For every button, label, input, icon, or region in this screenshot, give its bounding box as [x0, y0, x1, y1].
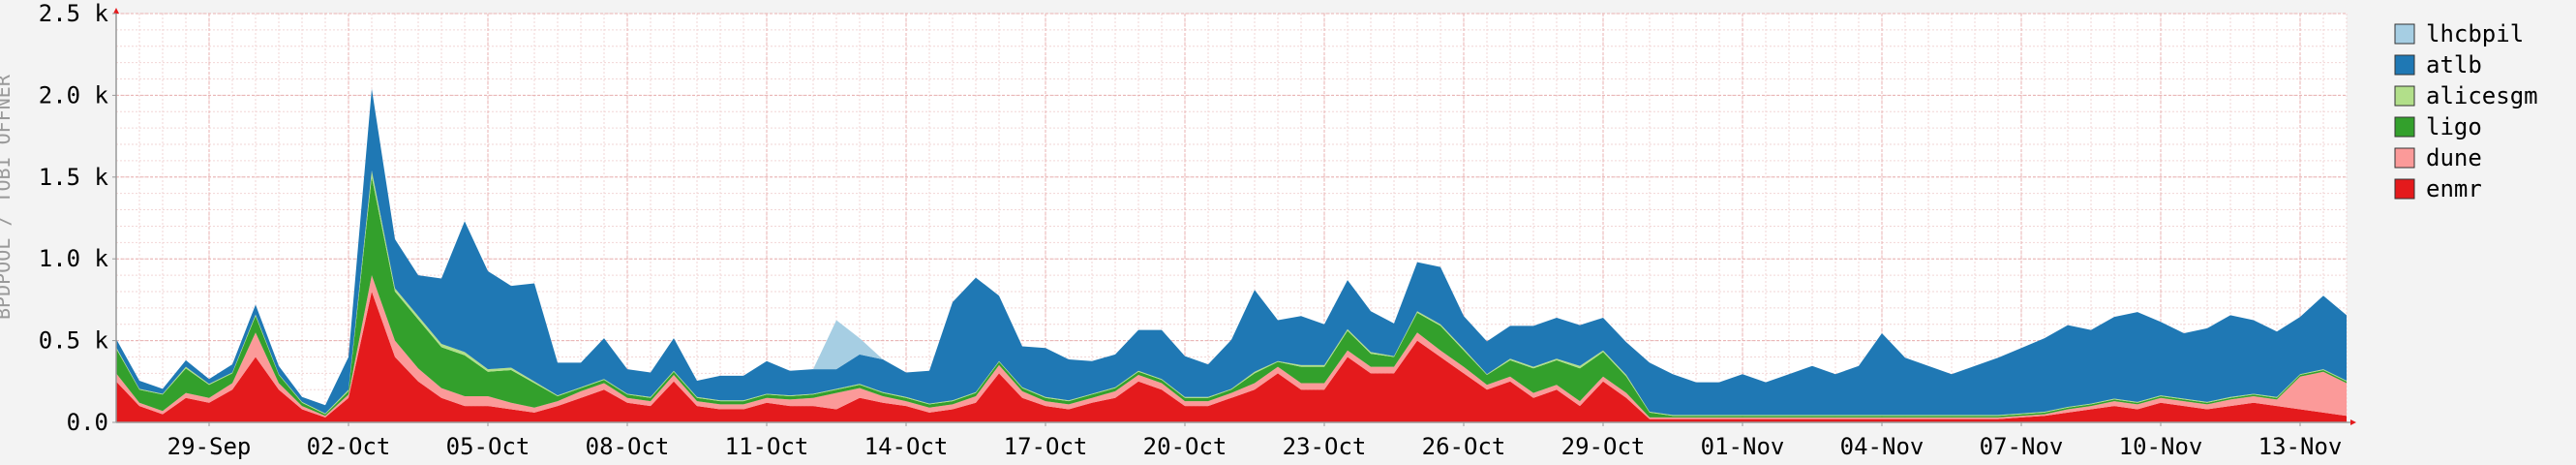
x-tick-label: 13-Nov	[2258, 433, 2343, 460]
legend-item-dune: dune	[2394, 144, 2482, 171]
legend-item-lhcbpil: lhcbpil	[2394, 20, 2524, 47]
legend-label: ligo	[2426, 113, 2482, 140]
legend-swatch	[2394, 85, 2415, 107]
x-tick-label: 14-Oct	[864, 433, 949, 460]
legend-label: alicesgm	[2426, 82, 2538, 109]
x-tick-label: 04-Nov	[1840, 433, 1924, 460]
legend-swatch	[2394, 54, 2415, 76]
legend-label: dune	[2426, 144, 2482, 171]
y-tick-label: 2.5 k	[39, 0, 109, 27]
legend-swatch	[2394, 178, 2415, 200]
area-atlb	[116, 88, 2347, 416]
x-tick-label: 08-Oct	[586, 433, 670, 460]
legend-item-ligo: ligo	[2394, 113, 2482, 140]
x-tick-label: 26-Oct	[1422, 433, 1506, 460]
y-axis-arrow-icon	[113, 8, 119, 14]
area-dune	[116, 275, 2347, 419]
axes: 29-Sep 02-Oct 05-Oct 08-Oct 11-Oct 14-Oct 17-O…	[39, 0, 2356, 460]
y-tick-label: 0.0	[67, 409, 108, 436]
x-tick-label: 23-Oct	[1283, 433, 1367, 460]
legend: lhcbpil atlb alicesgm ligo dune enmr	[2394, 20, 2538, 202]
legend-label: lhcbpil	[2426, 20, 2524, 47]
legend-item-enmr: enmr	[2394, 175, 2482, 202]
y-tick-label: 2.0 k	[39, 81, 109, 108]
x-tick-label: 20-Oct	[1143, 433, 1227, 460]
x-tick-label: 01-Nov	[1701, 433, 1785, 460]
legend-swatch	[2394, 147, 2415, 169]
area-enmr	[116, 292, 2347, 422]
x-tick-label: 11-Oct	[725, 433, 809, 460]
legend-label: atlb	[2426, 51, 2482, 78]
x-tick-label: 29-Oct	[1561, 433, 1646, 460]
y-tick-label: 1.5 k	[39, 164, 109, 191]
x-tick-label: 05-Oct	[446, 433, 530, 460]
legend-item-atlb: atlb	[2394, 51, 2482, 78]
x-axis-arrow-icon	[2350, 419, 2356, 425]
y-tick-label: 1.0 k	[39, 245, 109, 272]
x-tick-label: 02-Oct	[307, 433, 391, 460]
legend-label: enmr	[2426, 175, 2482, 202]
legend-swatch	[2394, 116, 2415, 138]
x-tick-label: 17-Oct	[1004, 433, 1088, 460]
legend-item-alicesgm: alicesgm	[2394, 82, 2538, 109]
series-areas	[116, 88, 2347, 422]
y-axis-title: BPDPOOL / TOBI OFFNER	[0, 74, 15, 320]
y-tick-label: 0.5 k	[39, 327, 109, 355]
x-tick-label: 07-Nov	[1980, 433, 2064, 460]
legend-swatch	[2394, 23, 2415, 45]
y-axis-label: BPDPOOL / TOBI OFFNER	[0, 74, 15, 320]
x-tick-label: 29-Sep	[167, 433, 252, 460]
x-tick-label: 10-Nov	[2119, 433, 2203, 460]
